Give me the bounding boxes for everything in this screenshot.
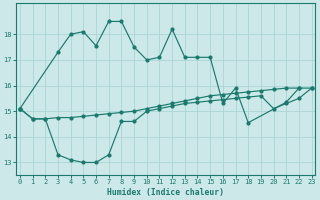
X-axis label: Humidex (Indice chaleur): Humidex (Indice chaleur) [107, 188, 224, 197]
